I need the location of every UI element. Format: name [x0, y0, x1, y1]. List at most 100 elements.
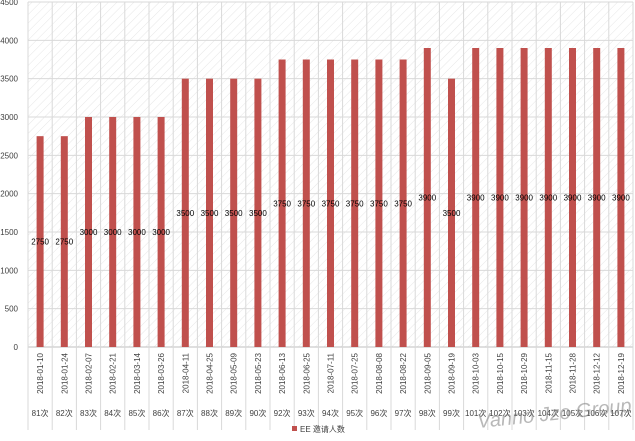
bar: [133, 117, 141, 347]
data-label: 3750: [297, 199, 315, 208]
y-tick-label: 500: [5, 305, 19, 314]
round-label: 106次: [586, 408, 607, 418]
bar: [496, 48, 504, 347]
bar: [60, 136, 68, 347]
data-label: 3500: [249, 209, 267, 218]
x-tick-label: 2018-03-14: [133, 352, 142, 393]
bar: [278, 59, 286, 347]
round-label: 99次: [443, 408, 460, 418]
data-label: 3900: [491, 194, 509, 203]
y-tick-label: 1000: [0, 266, 18, 275]
round-label: 107次: [610, 408, 631, 418]
bar: [593, 48, 601, 347]
x-tick-label: 2018-12-19: [617, 352, 626, 393]
y-axis: 0 500 1000 1500 2000 2500 3000 3500 4000 4500: [0, 0, 18, 352]
bar: [399, 59, 407, 347]
data-label: 3500: [443, 209, 461, 218]
x-tick-label: 2018-02-21: [109, 352, 118, 393]
x-tick-label: 2018-09-05: [423, 352, 432, 393]
data-label: 3750: [273, 199, 291, 208]
x-tick-label: 2018-10-03: [472, 352, 481, 393]
data-label: 3000: [152, 228, 170, 237]
x-tick-label: 2018-02-07: [85, 352, 94, 393]
bar: [351, 59, 359, 347]
y-tick-label: 0: [14, 343, 19, 352]
bar: [569, 48, 576, 347]
round-label: 101次: [465, 408, 486, 418]
data-label: 3900: [418, 194, 436, 203]
round-label: 104次: [538, 408, 559, 418]
data-label: 3000: [128, 228, 146, 237]
data-label: 3900: [612, 194, 630, 203]
legend-swatch: [292, 426, 297, 431]
x-tick-label: 2018-07-11: [327, 352, 336, 393]
round-label: 94次: [322, 408, 339, 418]
bar: [157, 117, 165, 347]
x-tick-label: 2018-06-13: [278, 352, 287, 393]
x-tick-label: 2018-12-12: [593, 352, 602, 393]
y-tick-label: 3000: [0, 113, 18, 122]
gridlines: [27, 1, 634, 430]
data-label: 3900: [564, 194, 582, 203]
round-label: 97次: [395, 408, 412, 418]
round-label: 93次: [298, 408, 315, 418]
legend-label: EE 邀请人数: [300, 424, 345, 434]
round-label: 82次: [56, 408, 73, 418]
y-tick-label: 2500: [0, 151, 18, 160]
round-label: 96次: [370, 408, 387, 418]
y-tick-label: 4000: [0, 36, 18, 45]
x-tick-label: 2018-01-10: [36, 352, 45, 393]
data-label: 3750: [322, 199, 340, 208]
bar: [327, 59, 334, 347]
bar: [36, 136, 44, 347]
round-label: 98次: [419, 408, 436, 418]
x-tick-label: 2018-10-29: [520, 352, 529, 393]
y-tick-label: 4500: [0, 0, 18, 7]
bar: [472, 48, 480, 347]
data-label: 3900: [588, 194, 606, 203]
bar: [109, 117, 117, 347]
round-label: 105次: [562, 408, 583, 418]
data-label: 3000: [104, 228, 122, 237]
round-label: 84次: [104, 408, 121, 418]
data-label: 3900: [539, 194, 557, 203]
round-label: 87次: [177, 408, 194, 418]
x-tick-label: 2018-04-11: [181, 352, 190, 393]
bar: [520, 48, 528, 347]
round-label: 90次: [249, 408, 266, 418]
data-label: 3750: [346, 199, 364, 208]
data-label: 3000: [80, 228, 98, 237]
data-label: 2750: [31, 238, 49, 247]
x-tick-label: 2018-06-25: [302, 352, 311, 393]
x-tick-label: 2018-08-22: [399, 352, 408, 393]
round-label: 81次: [32, 408, 49, 418]
x-tick-label: 2018-01-24: [60, 352, 69, 393]
bar: [617, 48, 625, 347]
round-label: 103次: [513, 408, 534, 418]
x-tick-label: 2018-05-09: [230, 352, 239, 393]
x-tick-label: 2018-10-15: [496, 352, 505, 393]
x-tick-label: 2018-03-26: [157, 352, 166, 393]
legend: EE 邀请人数: [292, 424, 345, 434]
y-tick-label: 1500: [0, 228, 18, 237]
data-label: 2750: [55, 238, 73, 247]
x-tick-label: 2018-09-19: [448, 352, 457, 393]
bar: [375, 59, 383, 347]
round-label: 88次: [201, 408, 218, 418]
y-tick-label: 2000: [0, 190, 18, 199]
round-label: 83次: [80, 408, 97, 418]
bar-series: 2750 2750 3000 3000 3000 3000 3500 3500 3500 3500…: [31, 48, 630, 348]
data-label: 3900: [515, 194, 533, 203]
bar: [181, 78, 189, 348]
x-axis: 2018-01-10 81次 2018-01-24 82次 2018-02-07 83次 2…: [32, 352, 632, 418]
data-label: 3500: [201, 209, 219, 218]
x-tick-label: 2018-11-28: [569, 352, 578, 393]
x-tick-label: 2018-11-15: [544, 352, 553, 393]
round-label: 86次: [153, 408, 170, 418]
bar: [230, 78, 238, 348]
round-label: 95次: [346, 408, 363, 418]
bar: [302, 59, 310, 347]
bar: [423, 48, 431, 347]
data-label: 3500: [176, 209, 194, 218]
